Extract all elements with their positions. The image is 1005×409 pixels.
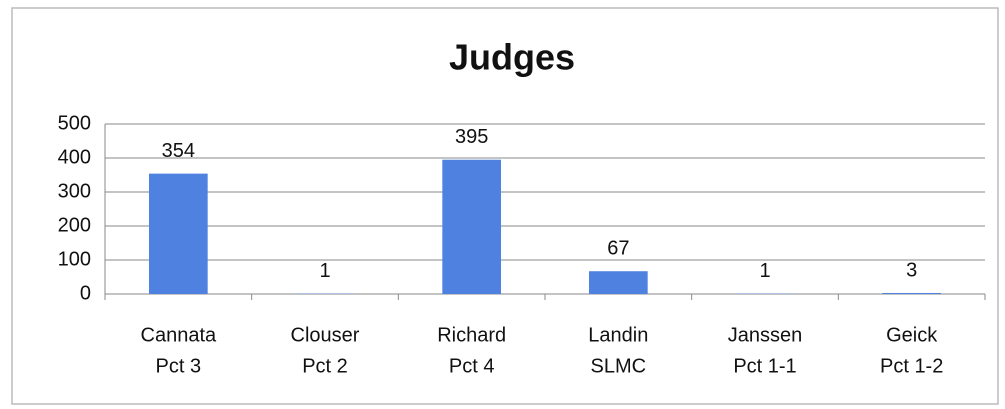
y-tick-label: 100 bbox=[58, 248, 91, 270]
x-tick-label: Pct 4 bbox=[449, 355, 495, 377]
bar bbox=[149, 173, 208, 294]
x-tick-label: Pct 3 bbox=[156, 355, 202, 377]
x-tick-label: SLMC bbox=[591, 355, 647, 377]
x-tick-label: Pct 2 bbox=[302, 355, 348, 377]
data-label: 395 bbox=[455, 126, 488, 148]
data-label: 3 bbox=[906, 259, 917, 281]
x-tick-label: Clouser bbox=[291, 324, 360, 346]
chart-title: Judges bbox=[449, 37, 575, 78]
data-label: 1 bbox=[319, 260, 330, 282]
bar bbox=[882, 292, 941, 294]
y-tick-label: 300 bbox=[58, 180, 91, 202]
bar bbox=[442, 159, 501, 294]
y-tick-label: 400 bbox=[58, 146, 91, 168]
data-label: 67 bbox=[607, 238, 629, 260]
y-tick-label: 0 bbox=[80, 282, 91, 304]
data-label: 354 bbox=[162, 140, 195, 162]
data-label: 1 bbox=[759, 260, 770, 282]
x-tick-label: Landin bbox=[588, 324, 648, 346]
y-tick-label: 200 bbox=[58, 214, 91, 236]
x-tick-label: Cannata bbox=[141, 324, 217, 346]
bar bbox=[589, 271, 648, 294]
y-tick-label: 500 bbox=[58, 112, 91, 134]
x-tick-label: Pct 1-1 bbox=[733, 355, 796, 377]
x-tick-label: Pct 1-2 bbox=[880, 355, 943, 377]
x-tick-label: Geick bbox=[886, 324, 938, 346]
x-tick-label: Richard bbox=[437, 324, 506, 346]
x-tick-label: Janssen bbox=[728, 324, 803, 346]
